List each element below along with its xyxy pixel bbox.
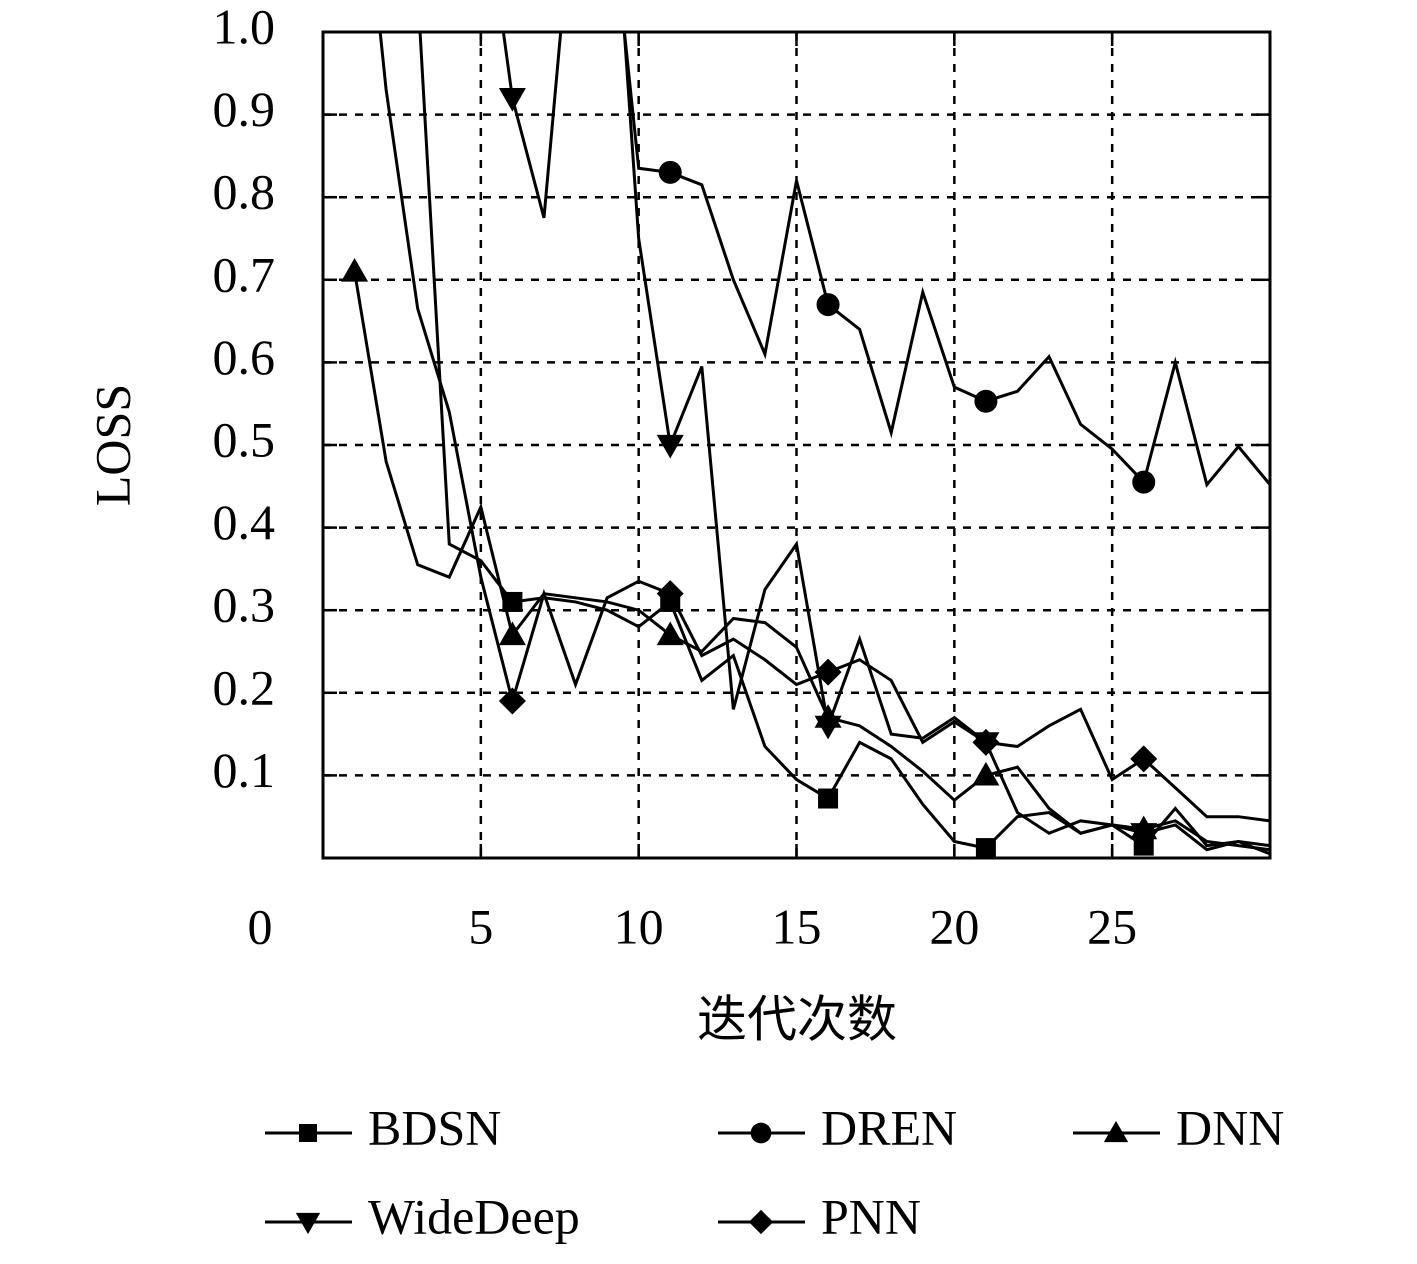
series-line xyxy=(418,32,1270,856)
marker xyxy=(502,591,523,612)
legend-label: WideDeep xyxy=(368,1188,580,1244)
marker xyxy=(972,761,1000,786)
x-tick-label: 20 xyxy=(929,898,979,954)
marker xyxy=(816,293,840,317)
legend-marker xyxy=(748,1209,774,1235)
marker xyxy=(974,389,998,413)
series-line xyxy=(353,271,1270,852)
marker xyxy=(498,621,526,646)
legend-marker xyxy=(750,1122,772,1144)
marker xyxy=(814,715,842,740)
x-tick-label: 25 xyxy=(1087,898,1137,954)
plot-frame xyxy=(321,30,1272,860)
legend-marker xyxy=(295,1212,321,1235)
legend-marker xyxy=(1103,1120,1129,1143)
legend-label: PNN xyxy=(821,1188,921,1244)
series-line xyxy=(501,32,1270,852)
x-tick-label: 5 xyxy=(468,898,493,954)
series-line xyxy=(378,32,1270,823)
marker xyxy=(972,728,1000,756)
marker xyxy=(658,160,682,184)
x-tick-label: 10 xyxy=(614,898,664,954)
y-tick-label: 0.2 xyxy=(213,659,276,715)
marker xyxy=(1130,745,1158,773)
y-tick-label: 1.0 xyxy=(213,0,276,54)
y-tick-label: 0.3 xyxy=(213,577,276,633)
marker xyxy=(498,87,526,112)
marker xyxy=(814,658,842,686)
marker xyxy=(341,258,369,282)
marker xyxy=(1132,470,1156,494)
y-tick-label: 0.6 xyxy=(213,329,276,385)
marker xyxy=(498,687,526,715)
y-tick-label: 0.1 xyxy=(213,742,276,798)
legend-label: DNN xyxy=(1176,1099,1284,1155)
y-axis-label: LOSS xyxy=(84,384,140,506)
marker xyxy=(656,621,684,646)
plot-area xyxy=(341,32,1270,858)
y-tick-label: 0.9 xyxy=(213,81,276,137)
x-axis-label: 迭代次数 xyxy=(697,991,897,1047)
legend-label: DREN xyxy=(821,1099,957,1155)
x-tick-label: 15 xyxy=(772,898,822,954)
y-tick-label: 0.5 xyxy=(213,411,276,467)
y-tick-label: 0.8 xyxy=(213,164,276,220)
marker xyxy=(656,580,684,608)
marker xyxy=(818,788,839,809)
marker xyxy=(656,434,684,459)
legend-marker xyxy=(299,1124,317,1142)
marker xyxy=(1130,823,1158,847)
marker xyxy=(975,838,996,858)
x-tick-label: 0 xyxy=(248,898,273,954)
series-line xyxy=(622,32,1270,488)
y-tick-label: 0.7 xyxy=(213,246,276,302)
legend-label: BDSN xyxy=(368,1099,501,1155)
y-tick-label: 0.4 xyxy=(213,494,276,550)
